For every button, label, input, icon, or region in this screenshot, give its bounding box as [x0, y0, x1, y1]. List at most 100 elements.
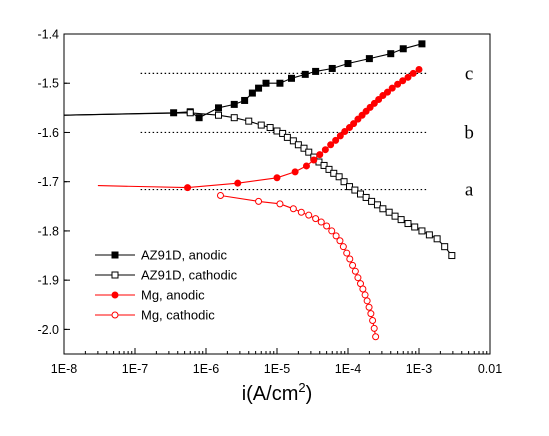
- data-point: [291, 168, 299, 176]
- legend-marker: [111, 271, 119, 279]
- data-point: [441, 243, 449, 251]
- data-point: [339, 243, 347, 251]
- data-point: [255, 197, 263, 205]
- legend-marker: [111, 291, 119, 299]
- data-point: [276, 79, 284, 87]
- data-point: [399, 77, 407, 85]
- data-point: [357, 190, 365, 198]
- data-point: [394, 80, 402, 88]
- data-point: [361, 291, 369, 299]
- y-tick-label: -1.7: [37, 175, 59, 189]
- y-tick-label: -1.5: [37, 77, 59, 91]
- data-point: [325, 165, 333, 173]
- y-tick-label: -1.4: [37, 28, 59, 42]
- data-point: [341, 127, 349, 135]
- legend-label: Mg, anodic: [141, 288, 205, 303]
- data-point: [365, 303, 373, 311]
- reference-lines: c b a: [140, 63, 474, 201]
- data-point: [433, 235, 441, 243]
- x-tick-label: 0.01: [478, 362, 502, 376]
- data-point: [351, 267, 359, 275]
- data-point: [363, 297, 371, 305]
- data-point: [349, 261, 357, 269]
- data-point: [336, 132, 344, 140]
- data-point: [332, 232, 340, 240]
- data-point: [344, 60, 352, 68]
- data-point: [289, 205, 297, 213]
- data-point: [302, 162, 310, 170]
- data-point: [312, 215, 320, 223]
- series-line: [63, 112, 453, 256]
- x-tick-label: 1E-8: [51, 362, 77, 376]
- y-tick-label: -1.6: [37, 126, 59, 140]
- data-point: [273, 127, 281, 135]
- data-point: [310, 156, 318, 164]
- y-tick-label: -1.8: [37, 224, 59, 238]
- data-point: [391, 212, 399, 220]
- annotation-a: a: [465, 180, 474, 201]
- data-point: [305, 211, 313, 219]
- data-point: [365, 55, 373, 63]
- data-point: [279, 129, 287, 137]
- data-point: [248, 89, 256, 97]
- legend-marker: [111, 311, 119, 319]
- legend-label: Mg, cathodic: [141, 308, 215, 323]
- data-point: [383, 88, 391, 96]
- data-point: [328, 64, 336, 72]
- data-point: [241, 96, 249, 104]
- legend-label: AZ91D, cathodic: [141, 268, 238, 283]
- data-point: [312, 67, 320, 75]
- data-point: [216, 191, 224, 199]
- data-point: [323, 222, 331, 230]
- data-point: [195, 114, 203, 122]
- data-point: [418, 40, 426, 48]
- data-point: [294, 141, 302, 149]
- x-tick-label: 1E-3: [406, 362, 432, 376]
- data-point: [287, 74, 295, 82]
- data-point: [346, 255, 354, 263]
- y-tick-label: -1.9: [37, 274, 59, 288]
- data-point: [283, 133, 291, 141]
- data-point: [297, 208, 305, 216]
- data-point: [415, 65, 423, 73]
- data-point: [354, 274, 362, 282]
- data-point: [367, 310, 375, 318]
- data-point: [385, 208, 393, 216]
- data-point: [262, 79, 270, 87]
- data-point: [375, 95, 383, 103]
- data-point: [370, 324, 378, 332]
- data-point: [300, 144, 308, 152]
- x-tick-label: 1E-4: [335, 362, 361, 376]
- data-point: [332, 136, 340, 144]
- series-layer: [63, 40, 456, 341]
- data-point: [317, 218, 325, 226]
- data-point: [397, 216, 405, 224]
- data-point: [350, 120, 358, 128]
- data-point: [316, 151, 324, 159]
- data-point: [184, 184, 192, 192]
- data-point: [387, 50, 395, 58]
- data-point: [369, 317, 377, 325]
- data-point: [276, 200, 284, 208]
- data-point: [358, 111, 366, 119]
- legend: AZ91D, anodic AZ91D, cathodic Mg, anodic Mg…: [95, 248, 238, 323]
- data-point: [289, 137, 297, 145]
- data-point: [368, 197, 376, 205]
- data-point: [404, 220, 412, 228]
- data-point: [372, 333, 380, 341]
- data-point: [335, 173, 343, 181]
- data-point: [388, 84, 396, 92]
- series-group: [97, 65, 423, 192]
- data-point: [343, 249, 351, 257]
- data-point: [215, 111, 223, 119]
- data-point: [425, 231, 433, 239]
- x-tick-label: 1E-7: [122, 362, 148, 376]
- data-point: [379, 205, 387, 213]
- data-point: [370, 99, 378, 107]
- data-point: [266, 124, 274, 132]
- y-tick-label: -2.0: [37, 323, 59, 337]
- legend-marker: [111, 251, 119, 259]
- data-point: [273, 174, 281, 182]
- data-point: [301, 70, 309, 78]
- series-group: [63, 40, 426, 122]
